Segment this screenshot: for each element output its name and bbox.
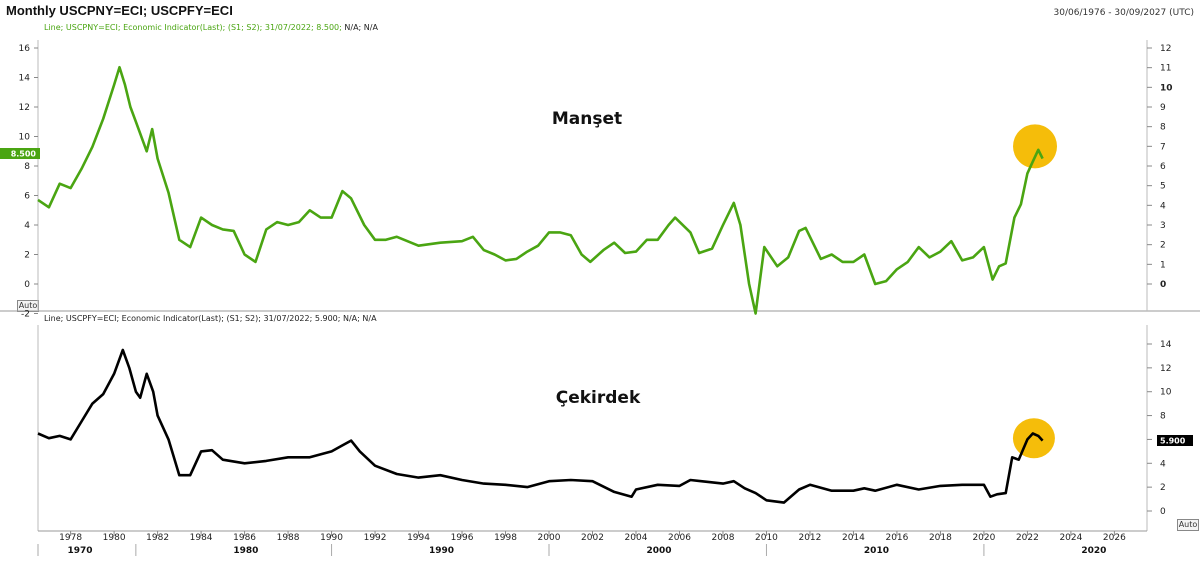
decade-label: 2010 <box>864 546 889 556</box>
x-tick-label: 1994 <box>407 533 430 543</box>
top-left-tick-label: 16 <box>19 44 31 54</box>
bottom-right-tick-label: 8 <box>1160 412 1166 422</box>
series-layer <box>37 65 1044 504</box>
x-tick-label: 2008 <box>712 533 735 543</box>
headline-highlight-circle <box>1013 124 1058 169</box>
top-left-tick-label: 14 <box>19 74 31 84</box>
top-right-tick-label: 0 <box>1160 280 1166 290</box>
x-tick-label: 2000 <box>538 533 561 543</box>
date-range: 30/06/1976 - 30/09/2027 (UTC) <box>1053 8 1194 18</box>
bottom-right-tick-label: 4 <box>1160 459 1166 469</box>
top-right-tick-label: 11 <box>1160 64 1171 74</box>
top-right-tick-label: 12 <box>1160 44 1171 54</box>
core-series-line <box>37 348 1044 504</box>
top-left-tick-label: 6 <box>24 192 30 202</box>
bottom-right-tick-label: 2 <box>1160 483 1166 493</box>
x-tick-label: 1992 <box>364 533 387 543</box>
x-tick-label: 2006 <box>668 533 691 543</box>
x-tick-label: 2010 <box>755 533 778 543</box>
core-annotation: Çekirdek <box>556 388 641 408</box>
bottom-right-tick-label: 0 <box>1160 507 1166 517</box>
top-right-tick-label: 1 <box>1160 260 1166 270</box>
decade-label: 1990 <box>429 546 454 556</box>
bottom-right-tick-label: 14 <box>1160 340 1172 350</box>
decade-label: 1980 <box>233 546 258 556</box>
x-tick-label: 1990 <box>320 533 343 543</box>
x-tick-label: 2024 <box>1059 533 1082 543</box>
x-tick-label: 1996 <box>451 533 474 543</box>
x-tick-label: 1978 <box>59 533 82 543</box>
chart-title: Monthly USCPNY=ECI; USCPFY=ECI <box>6 3 233 18</box>
top-left-tick-label: 8 <box>24 162 30 172</box>
top-left-tick-label: -2 <box>21 310 30 320</box>
top-right-tick-label: 2 <box>1160 241 1166 251</box>
x-tick-label: 2018 <box>929 533 952 543</box>
top-right-tick-label: 6 <box>1160 162 1166 172</box>
top-right-tick-label: 8 <box>1160 123 1166 133</box>
bottom-right-tick-label: 12 <box>1160 364 1171 374</box>
bottom-last-value-badge-bg <box>1157 435 1193 446</box>
top-left-tick-label: 12 <box>19 103 30 113</box>
decade-label: 2000 <box>646 546 671 556</box>
top-right-tick-label: 4 <box>1160 201 1166 211</box>
x-tick-label: 1984 <box>190 533 213 543</box>
x-tick-label: 2014 <box>842 533 865 543</box>
top-last-value-badge: 8.500 <box>0 148 40 159</box>
top-left-tick-label: 10 <box>19 133 31 143</box>
bottom-pane-legend: Line; USCPFY=ECI; Economic Indicator(Las… <box>44 314 377 323</box>
bottom-right-tick-label: 10 <box>1160 388 1172 398</box>
x-tick-label: 1986 <box>233 533 256 543</box>
top-left-tick-label: 4 <box>24 221 30 231</box>
core-highlight-circle <box>1012 418 1055 459</box>
x-tick-label: 1980 <box>103 533 126 543</box>
bottom-auto-scale-button[interactable]: Auto <box>1177 519 1199 531</box>
top-right-tick-label: 3 <box>1160 221 1166 231</box>
top-right-tick-label: 9 <box>1160 103 1166 113</box>
top-right-tick-label: 7 <box>1160 142 1166 152</box>
ticks-layer: -202468101214160123456789101112024681012… <box>19 44 1173 556</box>
x-tick-label: 2026 <box>1103 533 1126 543</box>
x-tick-label: 2004 <box>625 533 648 543</box>
x-tick-label: 1998 <box>494 533 517 543</box>
x-tick-label: 2012 <box>798 533 821 543</box>
top-right-tick-label: 5 <box>1160 182 1166 192</box>
headline-annotation: Manşet <box>552 109 622 129</box>
top-legend-text: Line; USCPNY=ECI; Economic Indicator(Las… <box>44 23 342 32</box>
x-tick-label: 1988 <box>277 533 300 543</box>
x-tick-label: 1982 <box>146 533 169 543</box>
x-tick-label: 2022 <box>1016 533 1039 543</box>
top-pane-legend: Line; USCPNY=ECI; Economic Indicator(Las… <box>44 23 378 32</box>
x-tick-label: 2002 <box>581 533 604 543</box>
x-tick-label: 2020 <box>972 533 995 543</box>
bottom-last-value-text: 5.900 <box>1160 437 1186 446</box>
decade-label: 2020 <box>1081 546 1106 556</box>
top-last-value-badge-bg <box>0 148 40 159</box>
highlights-layer <box>1012 124 1058 459</box>
top-last-value-text: 8.500 <box>11 150 37 159</box>
x-tick-label: 2016 <box>885 533 908 543</box>
decade-label: 1970 <box>67 546 92 556</box>
top-legend-na: N/A; N/A <box>344 23 378 32</box>
headline-series-line <box>37 65 1044 315</box>
top-left-tick-label: 2 <box>24 251 30 261</box>
top-left-tick-label: 0 <box>24 280 30 290</box>
top-right-tick-label: 10 <box>1160 83 1173 93</box>
bottom-last-value-badge: 5.900 <box>1157 435 1193 446</box>
